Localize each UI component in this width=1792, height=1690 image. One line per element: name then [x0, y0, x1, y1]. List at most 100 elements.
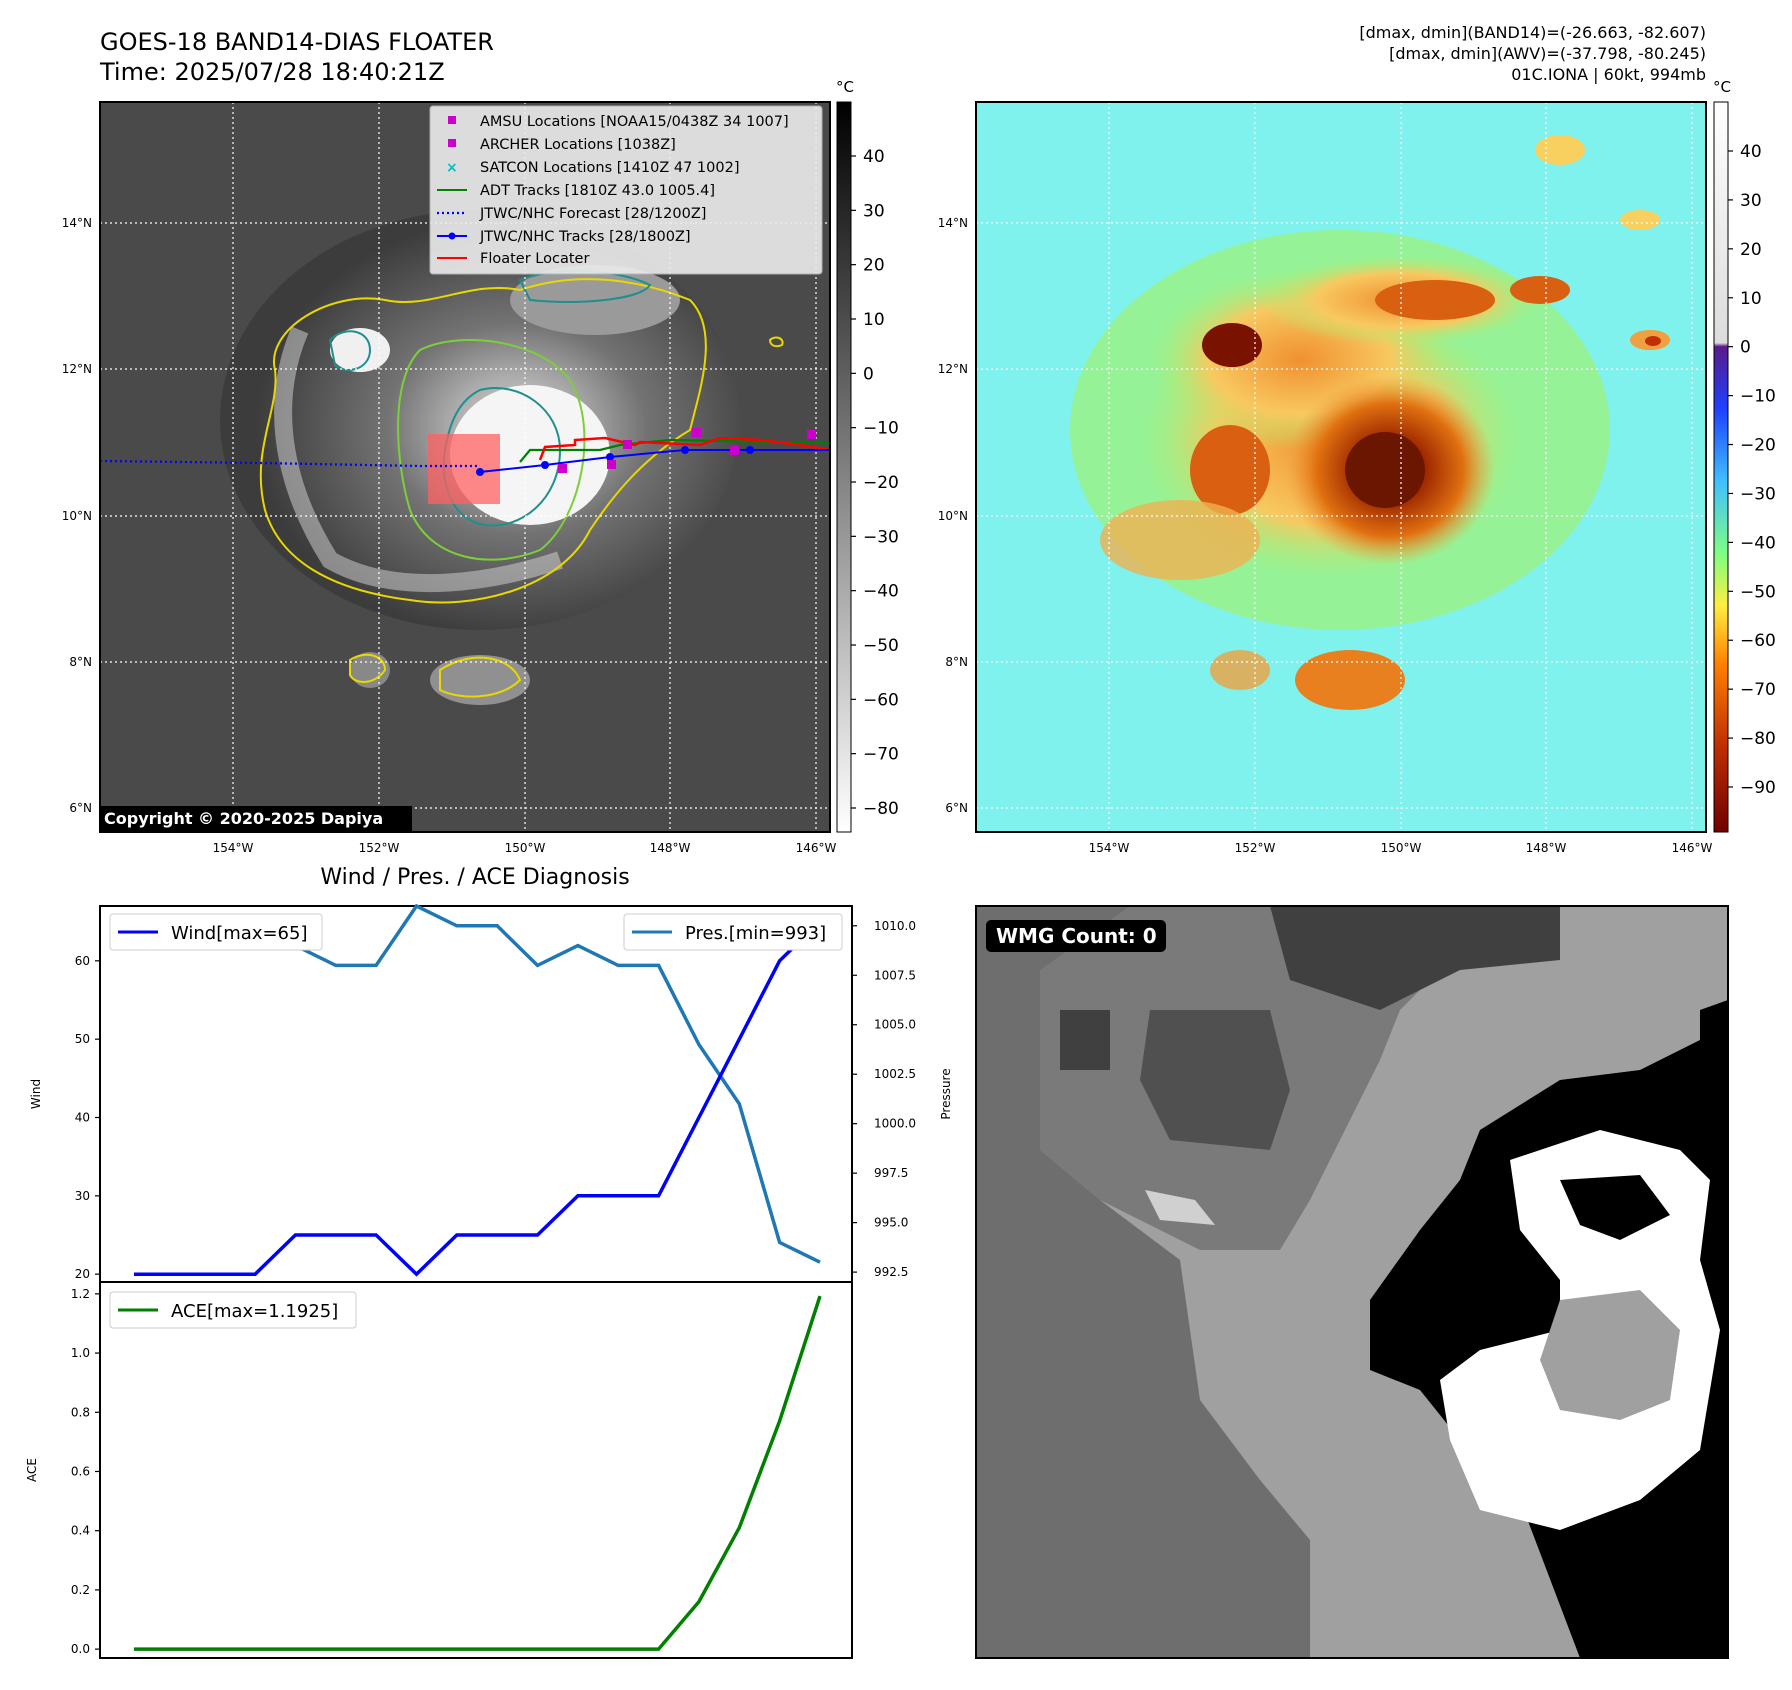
ace-series-line [134, 1295, 822, 1651]
gray-colorbar-tick: 20 [863, 256, 885, 276]
pressure-axis-tick: 1010.0 [874, 919, 916, 933]
legend-adt: ADT Tracks [1810Z 43.0 1005.4] [480, 183, 715, 199]
color-colorbar-tick: 0 [1740, 338, 1751, 358]
color-colorbar-tick: −70 [1740, 680, 1776, 700]
ace-axis-tick: 0.8 [71, 1405, 90, 1419]
color-colorbar: °C 40 30 20 10 0 −10 −20 −30 −40 −50 −60 −70 −80 −90 [1713, 78, 1776, 833]
ace-legend-label: ACE[max=1.1925] [171, 1301, 338, 1322]
svg-text:8°N: 8°N [945, 655, 968, 669]
gray-colorbar-tick: −20 [863, 473, 899, 493]
legend: AMSU Locations [NOAA15/0438Z 34 1007] AR… [429, 105, 823, 275]
pressure-legend: Pres.[min=993] [623, 913, 843, 951]
wmg-panel: WMG Count: 0 [975, 905, 1729, 1659]
gray-colorbar-tick: −10 [863, 419, 899, 439]
wind-axis-tick: 60 [75, 954, 90, 968]
awv-map-axis-labels: 14°N 12°N 10°N 8°N 6°N 154°W 152°W 150°W… [938, 216, 1713, 855]
ir-map-panel: AMSU Locations [NOAA15/0438Z 34 1007] AR… [99, 101, 831, 833]
floater-track [538, 436, 831, 461]
svg-text:154°W: 154°W [213, 841, 254, 855]
ace-axis-tick: 0.0 [71, 1642, 90, 1656]
color-colorbar-tick: −20 [1740, 436, 1776, 456]
svg-text:152°W: 152°W [1235, 841, 1276, 855]
legend-archer: ARCHER Locations [1038Z] [480, 137, 676, 153]
svg-text:146°W: 146°W [796, 841, 837, 855]
color-colorbar-tick: −40 [1740, 533, 1776, 553]
ace-axis-tick: 1.0 [71, 1346, 90, 1360]
gray-colorbar-tick: 10 [863, 310, 885, 330]
ir-map-axis-labels: 14°N 12°N 10°N 8°N 6°N 154°W 152°W 150°W… [62, 216, 837, 855]
color-colorbar-tick: −90 [1740, 778, 1776, 798]
legend-amsu: AMSU Locations [NOAA15/0438Z 34 1007] [480, 114, 789, 130]
ace-axis-tick: 0.4 [71, 1524, 90, 1538]
svg-text:10°N: 10°N [62, 509, 92, 523]
color-colorbar-tick: 40 [1740, 142, 1762, 162]
pressure-axis-tick: 997.5 [874, 1166, 908, 1180]
gray-colorbar-tick: −70 [863, 745, 899, 765]
wind-axis-tick: 30 [75, 1189, 90, 1203]
pressure-axis-tick: 1002.5 [874, 1067, 916, 1081]
info-awv-range: [dmax, dmin](AWV)=(-37.798, -80.245) [1389, 44, 1706, 63]
pressure-axis-tick: 992.5 [874, 1265, 908, 1279]
gray-colorbar-tick: 0 [863, 364, 874, 384]
svg-text:152°W: 152°W [359, 841, 400, 855]
diagnosis-chart-title: Wind / Pres. / ACE Diagnosis [320, 865, 629, 890]
wind-axis-tick: 40 [75, 1111, 90, 1125]
svg-text:6°N: 6°N [69, 801, 92, 815]
gray-colorbar-tick: −40 [863, 582, 899, 602]
awv-gridlines [976, 102, 1706, 832]
copyright-box [100, 806, 412, 831]
pressure-legend-label: Pres.[min=993] [685, 923, 826, 944]
figure-time: Time: 2025/07/28 18:40:21Z [99, 58, 445, 86]
ace-axis-tick: 0.2 [71, 1583, 90, 1597]
wind-axis-tick: 20 [75, 1267, 90, 1281]
ace-chart: 0.0 0.2 0.4 0.6 0.8 1.0 1.2 [71, 1281, 853, 1659]
svg-text:°C: °C [1713, 78, 1731, 96]
wmg-field [976, 906, 1728, 1658]
color-colorbar-tick: 10 [1740, 289, 1762, 309]
svg-text:14°N: 14°N [62, 216, 92, 230]
gray-colorbar-tick: −30 [863, 527, 899, 547]
pressure-axis-tick: 1000.0 [874, 1117, 916, 1131]
wmg-count-box [986, 920, 1166, 952]
color-colorbar-tick: 20 [1740, 240, 1762, 260]
storm-tracks [99, 436, 831, 476]
wind-pressure-chart: 20 30 40 50 60 992.5 995.0 997.5 1000.0 1002.5 100… [75, 903, 916, 1283]
pressure-axis-label: Pressure [939, 1068, 953, 1119]
wind-axis-tick: 50 [75, 1032, 90, 1046]
wind-axis-label: Wind [29, 1079, 43, 1109]
adt-track [519, 438, 831, 463]
gray-colorbar: °C 40 30 20 10 0 −10 −20 −30 −40 −50 −60 −70 −80 [836, 78, 899, 833]
svg-text:148°W: 148°W [650, 841, 691, 855]
wind-legend: Wind[max=65] [109, 913, 323, 951]
wind-legend-label: Wind[max=65] [171, 923, 308, 944]
gray-colorbar-tick: −80 [863, 799, 899, 819]
wind-series-line [134, 920, 822, 1277]
info-storm: 01C.IONA | 60kt, 994mb [1511, 65, 1706, 84]
pressure-axis-tick: 1007.5 [874, 968, 916, 982]
color-colorbar-tick: −10 [1740, 387, 1776, 407]
ace-axis-tick: 1.2 [71, 1287, 90, 1301]
copyright-text: Copyright © 2020-2025 Dapiya [104, 809, 383, 828]
svg-text:10°N: 10°N [938, 509, 968, 523]
gray-colorbar-tick: −60 [863, 690, 899, 710]
gray-colorbar-tick: 40 [863, 147, 885, 167]
svg-text:150°W: 150°W [1381, 841, 1422, 855]
awv-map-panel [975, 101, 1707, 833]
color-colorbar-tick: −60 [1740, 631, 1776, 651]
wmg-count-label: WMG Count: 0 [996, 924, 1157, 948]
color-colorbar-tick: −30 [1740, 484, 1776, 504]
ace-axis-tick: 0.6 [71, 1464, 90, 1478]
floater-locater-box [428, 434, 500, 504]
jtwc-track [479, 449, 830, 473]
svg-text:8°N: 8°N [69, 655, 92, 669]
gray-colorbar-tick: 30 [863, 201, 885, 221]
color-colorbar-tick: −50 [1740, 582, 1776, 602]
forecast-track [99, 459, 480, 468]
info-band14-range: [dmax, dmin](BAND14)=(-26.663, -82.607) [1359, 23, 1706, 42]
svg-text:154°W: 154°W [1089, 841, 1130, 855]
legend-jtwc-track: JTWC/NHC Tracks [28/1800Z] [479, 229, 691, 245]
pressure-axis-tick: 995.0 [874, 1216, 908, 1230]
legend-floater: Floater Locater [480, 251, 589, 267]
svg-text:×: × [446, 160, 458, 176]
